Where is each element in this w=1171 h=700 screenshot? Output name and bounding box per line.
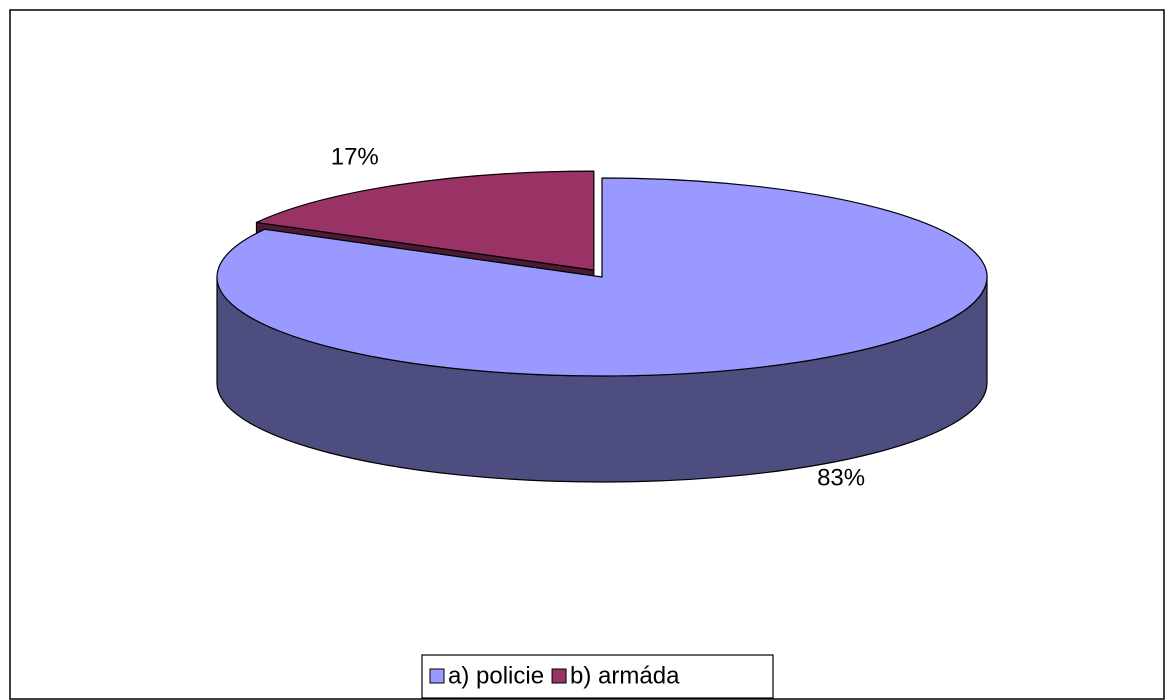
pie-slice [255, 170, 595, 271]
legend-label: b) armáda [570, 662, 680, 689]
legend-box [421, 654, 774, 699]
pie: 83% 17% [216, 143, 988, 491]
legend: a) policie b) armáda [421, 654, 774, 699]
data-label: 17% [331, 143, 379, 170]
pie-slice [216, 177, 988, 377]
legend-label: a) policie [448, 662, 544, 689]
data-label: 83% [817, 464, 865, 491]
legend-swatch [429, 668, 445, 684]
legend-swatch [551, 668, 567, 684]
